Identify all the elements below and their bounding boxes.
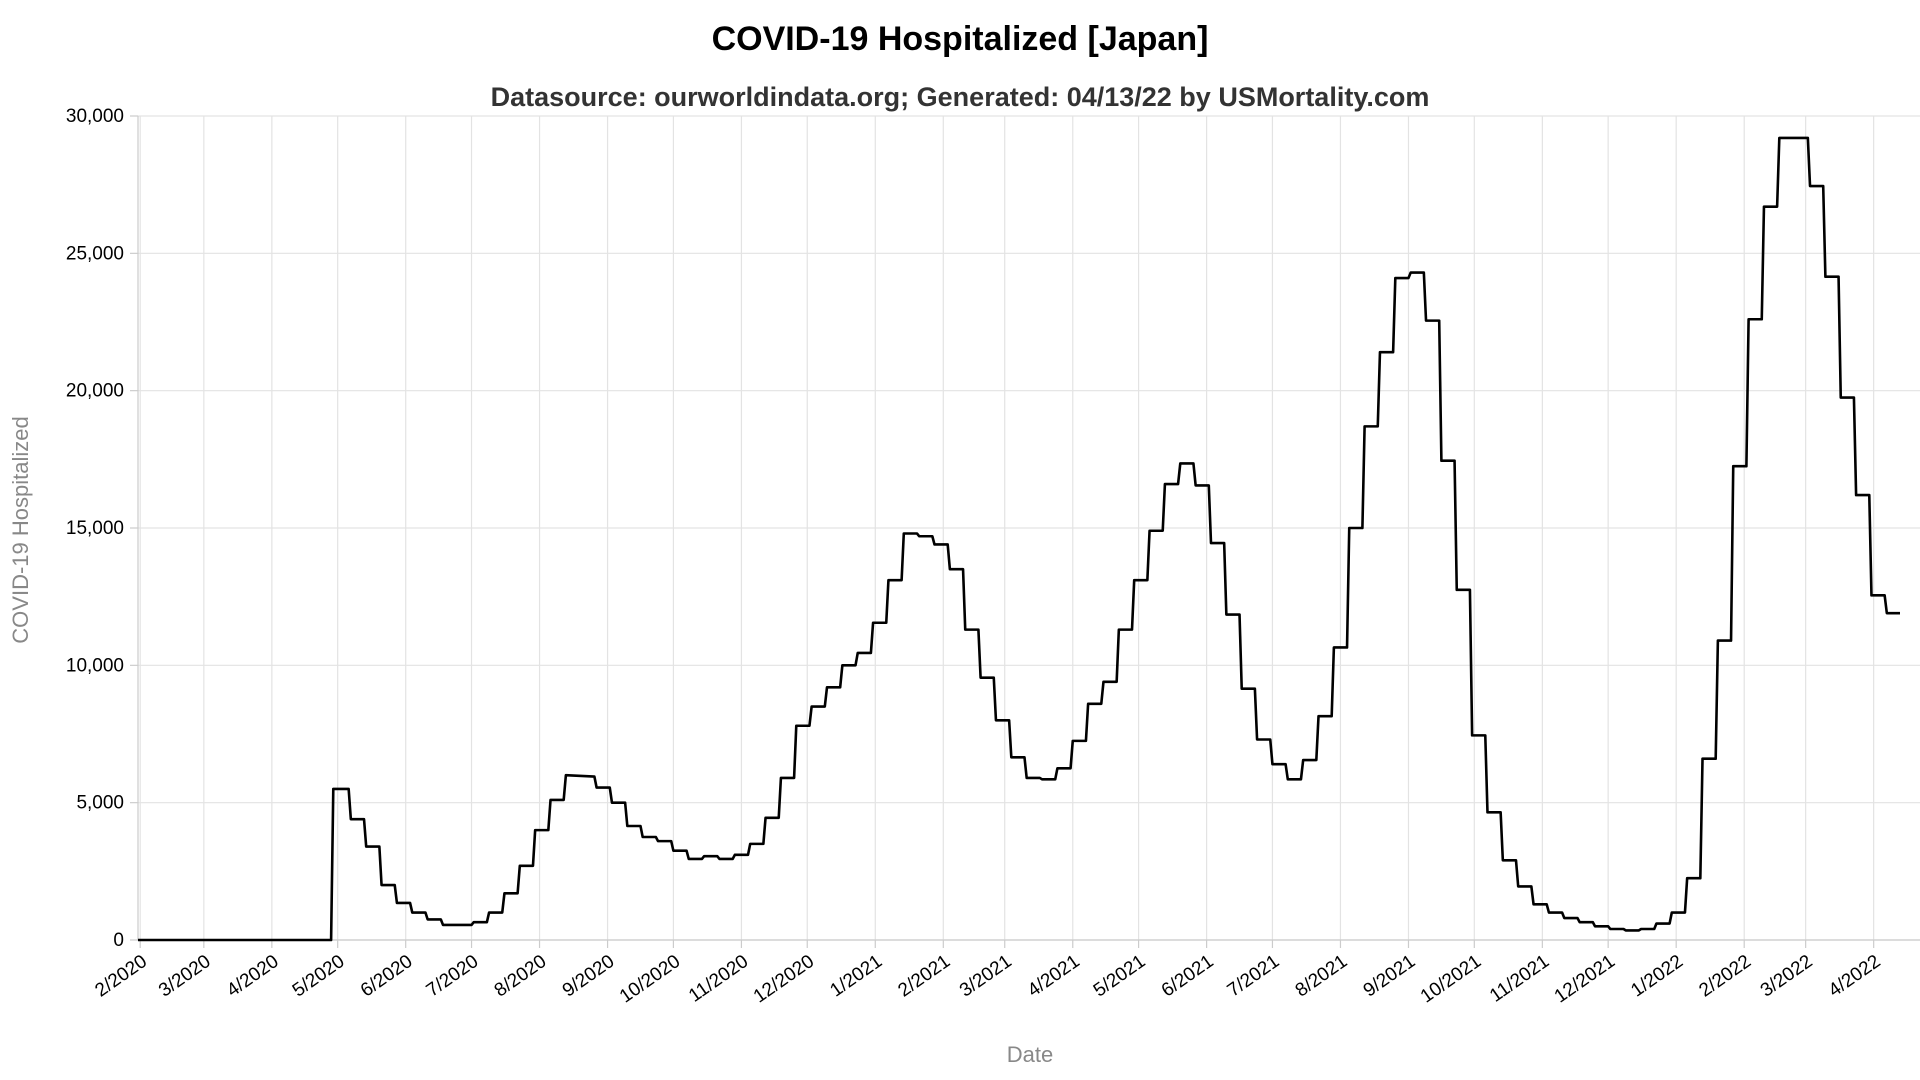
- x-tick-label: 2/2021: [895, 951, 955, 1002]
- x-tick-label: 4/2020: [223, 951, 283, 1002]
- y-axis-label: COVID-19 Hospitalized: [8, 416, 33, 643]
- x-tick-label: 7/2020: [423, 951, 483, 1002]
- x-tick-label: 2/2022: [1695, 951, 1755, 1002]
- x-tick-label: 5/2021: [1090, 951, 1150, 1002]
- y-tick-label: 20,000: [66, 381, 124, 402]
- x-axis-ticks: 2/2020 3/2020 4/2020 5/2020 6/2020 7/2020 8/20…: [91, 940, 1885, 1008]
- x-axis-label: Date: [1007, 1042, 1053, 1067]
- y-tick-label: 25,000: [66, 243, 124, 264]
- y-axis-ticks: 0 5,000 10,000 15,000 20,000 25,000 30,000: [66, 106, 138, 951]
- y-tick-label: 15,000: [66, 518, 124, 539]
- chart-title: COVID-19 Hospitalized [Japan]: [712, 20, 1209, 58]
- x-tick-label: 3/2020: [155, 951, 215, 1002]
- chart-subtitle: Datasource: ourworldindata.org; Generate…: [491, 82, 1430, 112]
- x-tick-label: 2/2020: [91, 951, 151, 1002]
- x-tick-label: 4/2022: [1825, 951, 1885, 1002]
- x-tick-label: 10/2021: [1417, 951, 1485, 1008]
- hospitalized-series-line: [138, 136, 1900, 942]
- x-tick-label: 12/2021: [1551, 951, 1619, 1008]
- x-tick-label: 11/2020: [685, 951, 752, 1007]
- y-tick-label: 10,000: [66, 655, 124, 676]
- x-tick-label: 12/2020: [750, 951, 818, 1008]
- x-tick-label: 4/2021: [1024, 951, 1084, 1002]
- x-tick-label: 10/2020: [616, 951, 684, 1008]
- series-layer: [138, 136, 1900, 942]
- x-tick-label: 3/2021: [956, 951, 1016, 1002]
- x-tick-label: 7/2021: [1224, 951, 1284, 1002]
- y-tick-label: 30,000: [66, 106, 124, 127]
- x-tick-label: 11/2021: [1486, 951, 1553, 1007]
- x-tick-label: 1/2021: [826, 951, 886, 1002]
- x-tick-label: 9/2020: [559, 951, 619, 1002]
- x-tick-label: 6/2021: [1158, 951, 1218, 1002]
- x-tick-label: 6/2020: [357, 951, 417, 1002]
- x-tick-label: 1/2022: [1627, 951, 1687, 1002]
- x-tick-label: 3/2022: [1757, 951, 1817, 1002]
- x-tick-label: 8/2021: [1292, 951, 1352, 1002]
- x-tick-label: 9/2021: [1360, 951, 1420, 1002]
- gridlines: [138, 115, 1920, 941]
- y-tick-label: 5,000: [76, 793, 124, 814]
- x-tick-label: 8/2020: [491, 951, 551, 1002]
- x-tick-label: 5/2020: [289, 951, 349, 1002]
- y-tick-label: 0: [113, 930, 124, 951]
